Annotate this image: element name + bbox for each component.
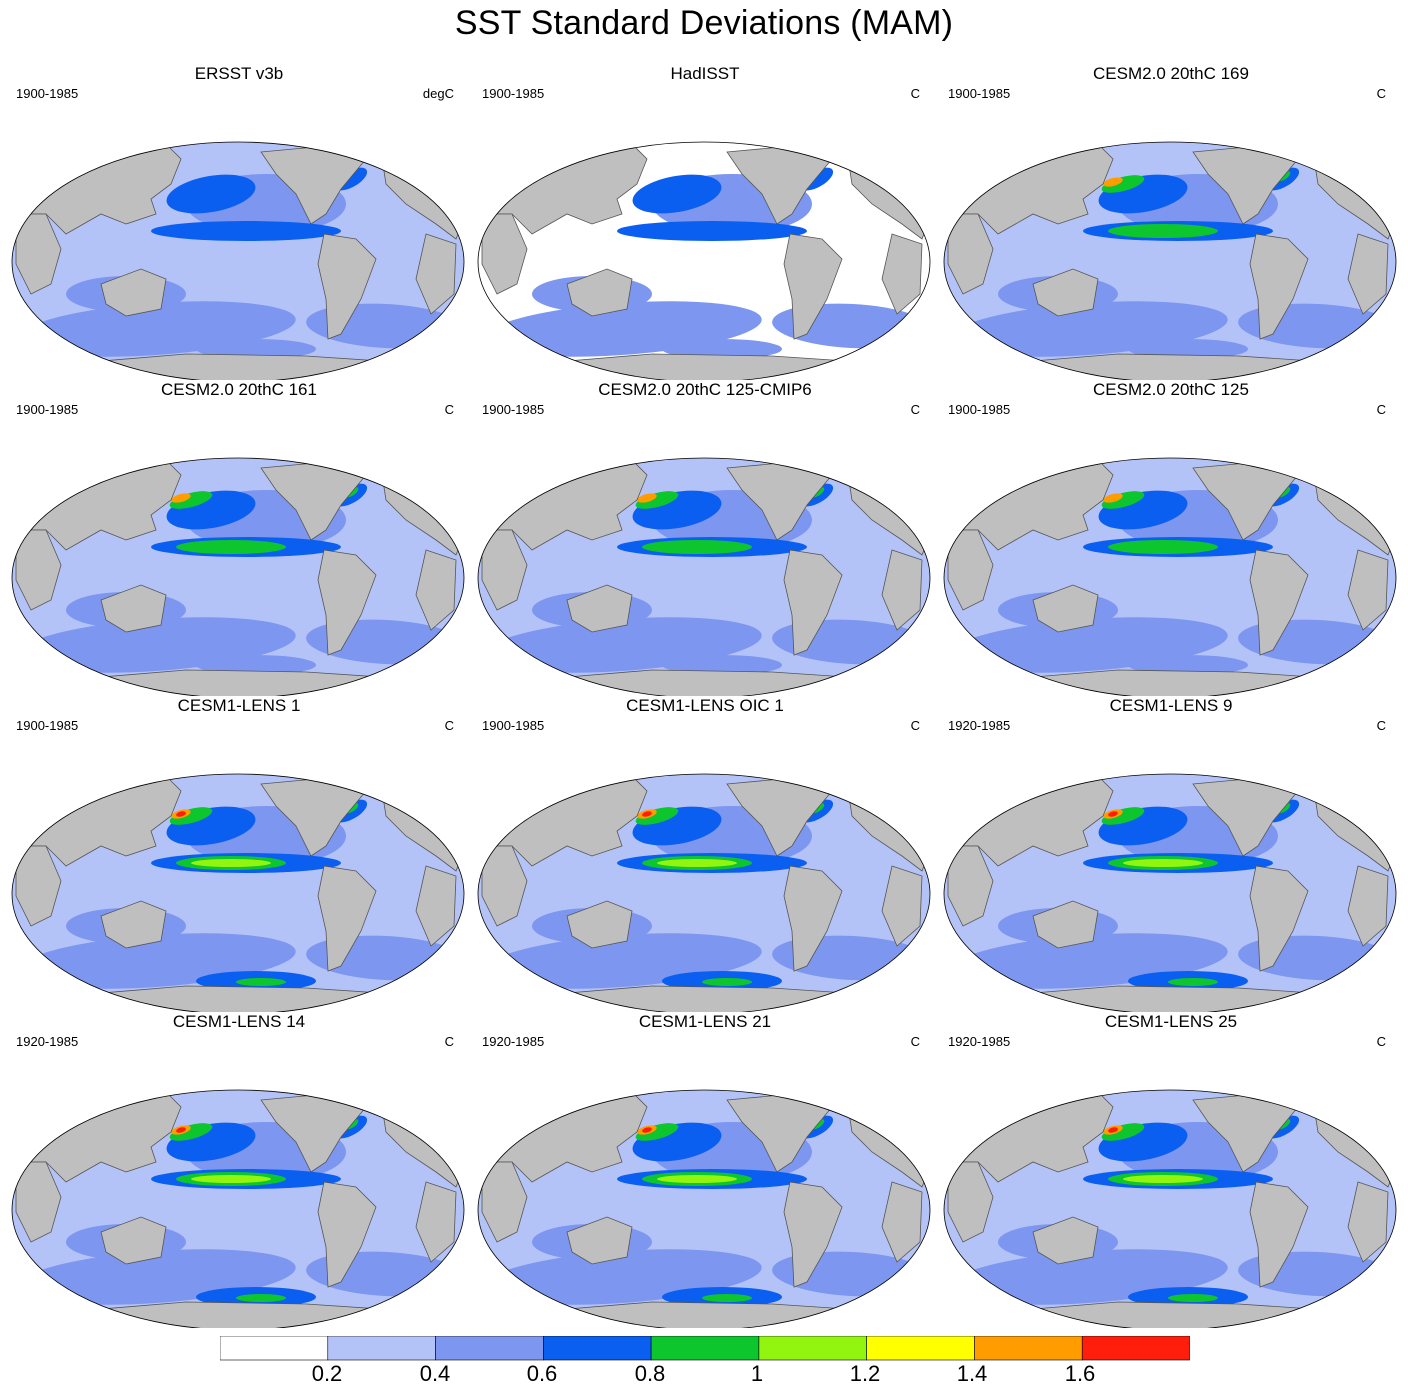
panel-units: C (1376, 86, 1386, 101)
panel-period: 1900-1985 (948, 86, 1011, 101)
world-map (477, 1089, 931, 1328)
panel-units: C (910, 718, 920, 733)
panel-period: 1900-1985 (948, 402, 1011, 417)
world-map (11, 773, 465, 1012)
map-panel: CESM1-LENS 25 1920-1985 C (938, 1012, 1404, 1328)
world-map (943, 457, 1397, 696)
panel-period: 1900-1985 (16, 86, 79, 101)
map-panel: CESM1-LENS 14 1920-1985 C (6, 1012, 472, 1328)
panel-units: C (910, 86, 920, 101)
colorbar (220, 1336, 1190, 1361)
colorbar-tick-label: 1 (750, 1361, 764, 1386)
map-panel: CESM2.0 20thC 125-CMIP6 1900-1985 C (472, 380, 938, 696)
world-map (477, 141, 931, 380)
colorbar-tick-label: 1.6 (1064, 1361, 1096, 1386)
world-map (11, 141, 465, 380)
colorbar-tick-label: 0.8 (634, 1361, 666, 1386)
panel-units: degC (422, 86, 454, 101)
world-map (477, 773, 931, 1012)
panel-units: C (444, 718, 454, 733)
map-panel: CESM1-LENS 9 1920-1985 C (938, 696, 1404, 1012)
map-panel: CESM2.0 20thC 169 1900-1985 C (938, 64, 1404, 380)
panel-period: 1920-1985 (482, 1034, 545, 1049)
panel-period: 1900-1985 (16, 718, 79, 733)
colorbar-tick-label: 0.2 (311, 1361, 343, 1386)
colorbar-tick-label: 1.4 (956, 1361, 988, 1386)
panel-title: CESM1-LENS 9 (1109, 696, 1233, 715)
world-map (477, 457, 931, 696)
map-panel: ERSST v3b 1900-1985 degC (6, 64, 472, 380)
map-panel: CESM2.0 20thC 125 1900-1985 C (938, 380, 1404, 696)
panel-period: 1920-1985 (16, 1034, 79, 1049)
colorbar-tick-label: 1.2 (849, 1361, 881, 1386)
panel-title: CESM1-LENS 21 (638, 1012, 772, 1031)
colorbar-tick-label: 0.6 (526, 1361, 558, 1386)
panel-units: C (1376, 1034, 1386, 1049)
panel-title: ERSST v3b (194, 64, 284, 83)
panel-title: CESM1-LENS 14 (172, 1012, 306, 1031)
panel-title: CESM1-LENS 25 (1104, 1012, 1238, 1031)
panel-units: C (444, 1034, 454, 1049)
panel-period: 1900-1985 (482, 718, 545, 733)
colorbar-tick-label: 0.4 (419, 1361, 451, 1386)
world-map (11, 457, 465, 696)
panel-title: CESM2.0 20thC 161 (161, 380, 317, 399)
panel-period: 1920-1985 (948, 718, 1011, 733)
map-panel: CESM1-LENS 21 1920-1985 C (472, 1012, 938, 1328)
panel-period: 1920-1985 (948, 1034, 1011, 1049)
panel-units: C (444, 402, 454, 417)
panel-units: C (910, 1034, 920, 1049)
panel-period: 1900-1985 (16, 402, 79, 417)
panel-title: HadISST (670, 64, 740, 83)
panel-title: CESM1-LENS 1 (177, 696, 301, 715)
panel-title: CESM2.0 20thC 125 (1093, 380, 1249, 399)
panel-units: C (1376, 402, 1386, 417)
panel-title: CESM2.0 20thC 125-CMIP6 (598, 380, 812, 399)
world-map (11, 1089, 465, 1328)
panel-units: C (910, 402, 920, 417)
panel-units: C (1376, 718, 1386, 733)
map-panel: CESM1-LENS OIC 1 1900-1985 C (472, 696, 938, 1012)
world-map (943, 773, 1397, 1012)
panel-title: CESM2.0 20thC 169 (1093, 64, 1249, 83)
world-map (943, 141, 1397, 380)
figure-title: SST Standard Deviations (MAM) (454, 4, 954, 42)
panel-period: 1900-1985 (482, 402, 545, 417)
map-panel: CESM1-LENS 1 1900-1985 C (6, 696, 472, 1012)
panel-period: 1900-1985 (482, 86, 545, 101)
panel-title: CESM1-LENS OIC 1 (626, 696, 784, 715)
map-panel: HadISST 1900-1985 C (472, 64, 938, 380)
map-panel: CESM2.0 20thC 161 1900-1985 C (6, 380, 472, 696)
world-map (943, 1089, 1397, 1328)
